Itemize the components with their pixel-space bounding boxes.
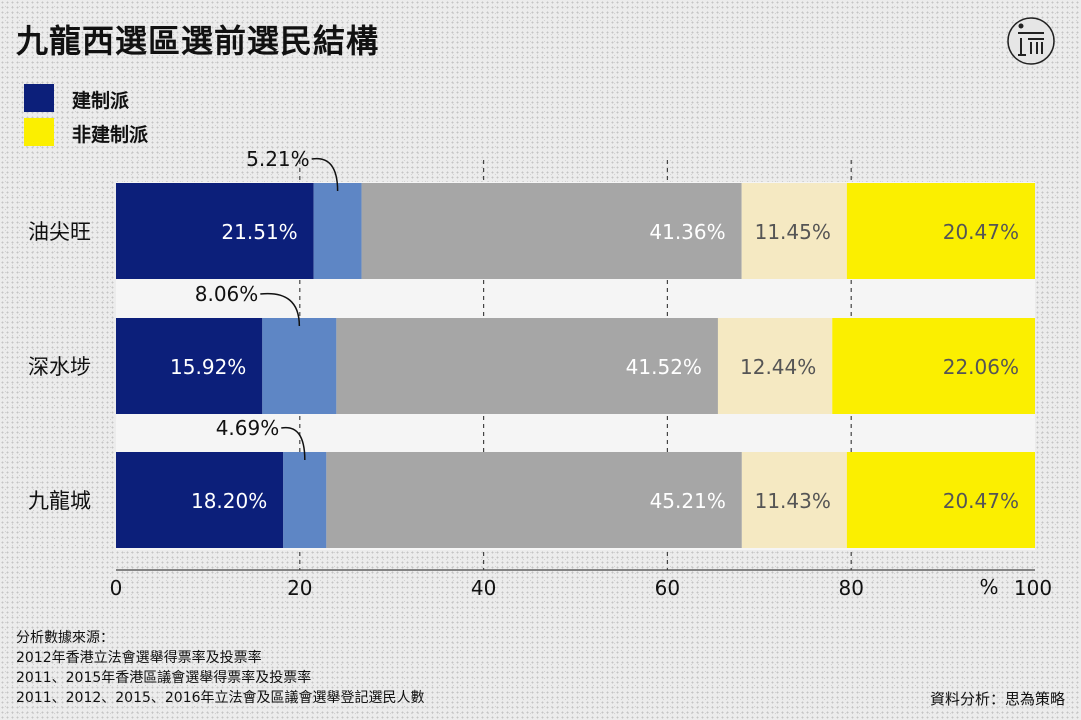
data-label: 4.69% [216,416,280,440]
x-axis-unit: % [979,575,998,599]
data-label: 21.51% [221,220,297,244]
data-label: 8.06% [195,282,259,306]
bar-segment [741,183,847,279]
x-tick-label: 100 [1014,576,1052,600]
data-label: 41.36% [649,220,725,244]
bar-segment [846,452,1035,548]
legend-label: 非建制派 [72,124,149,146]
bar-segment [846,183,1035,279]
data-label: 18.20% [191,489,267,513]
data-label: 15.92% [170,355,246,379]
category-label: 油尖旺 [28,220,91,244]
bar-segment [116,318,263,414]
label-leader [311,157,339,192]
bar-segment [262,318,337,414]
legend-label: 建制派 [72,90,130,112]
bar-segment [313,183,362,279]
data-label: 20.47% [943,220,1019,244]
data-label: 45.21% [650,489,726,513]
bar-segment [832,318,1035,414]
credit-note: 資料分析：思為策略 [929,690,1065,708]
bar-segment [116,183,314,279]
legend-swatch [24,118,54,146]
sources-note: 分析數據來源： 2012年香港立法會選舉得票率及投票率 2011、2015年香港… [16,628,425,708]
logo-icon [1007,17,1055,65]
bar-segment [116,452,284,548]
bar-segment [326,452,742,548]
data-label: 20.47% [943,489,1019,513]
data-label: 12.44% [740,355,816,379]
sources-line: 2012年香港立法會選舉得票率及投票率 [16,650,262,666]
bar-segment [283,452,327,548]
x-tick-label: 60 [655,576,680,600]
data-label: 11.45% [755,220,831,244]
category-label: 九龍城 [28,489,91,513]
label-leader [281,426,306,461]
legend-swatch [24,84,54,112]
data-label: 41.52% [626,355,702,379]
data-label: 5.21% [246,147,310,171]
x-tick-label: 80 [838,576,863,600]
x-tick-label: 20 [287,576,312,600]
data-label: 22.06% [943,355,1019,379]
label-leader [260,292,301,327]
bar-segment [361,183,742,279]
page-title: 九龍西選區選前選民結構 [16,22,380,60]
sources-line: 2011、2012、2015、2016年立法會及區議會選舉登記選民人數 [16,690,425,706]
x-tick-label: 0 [110,576,123,600]
bar-segment [717,318,833,414]
data-label: 11.43% [755,489,831,513]
sources-line: 分析數據來源： [16,630,114,646]
sources-line: 2011、2015年香港區議會選舉得票率及投票率 [16,670,312,686]
bar-segment [336,318,718,414]
category-label: 深水埗 [28,355,91,379]
x-tick-label: 40 [471,576,496,600]
bar-segment [741,452,847,548]
